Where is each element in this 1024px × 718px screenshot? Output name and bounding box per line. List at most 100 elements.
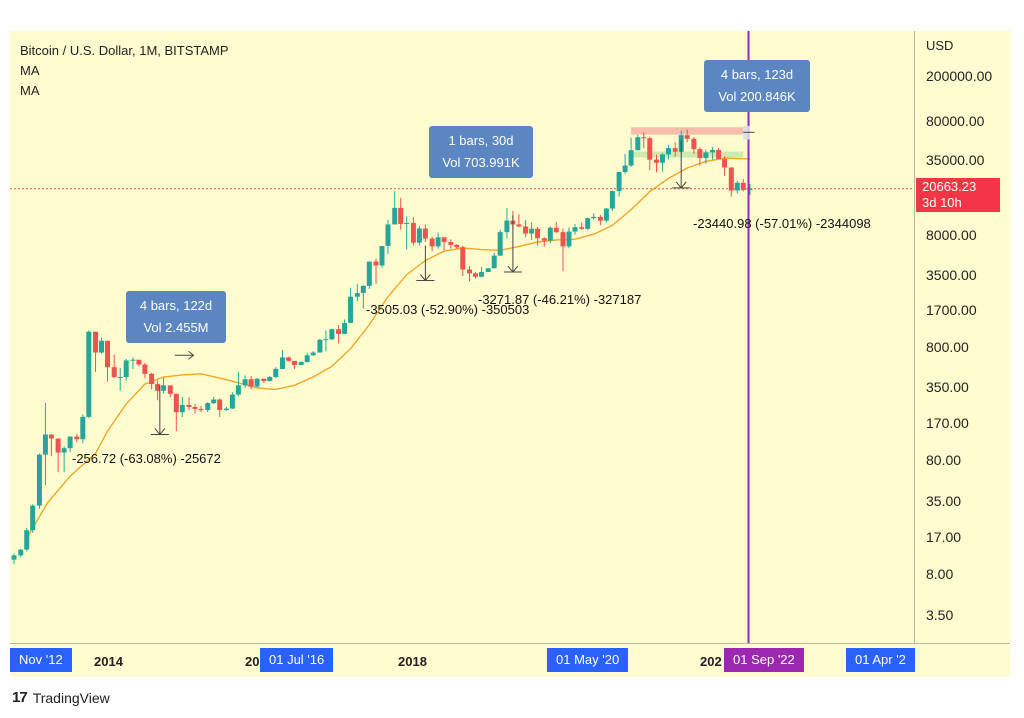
- candle-body-23: [155, 384, 161, 391]
- x-badge-nov-12: Nov '12: [10, 648, 72, 672]
- candle-body-58: [373, 261, 379, 266]
- candle-body-70: [448, 241, 454, 245]
- candle-body-116: [734, 182, 740, 191]
- candle-body-2: [24, 530, 30, 550]
- candle-body-41: [267, 377, 273, 382]
- candle-body-85: [541, 238, 547, 241]
- candle-body-79: [504, 220, 510, 233]
- candle-body-96: [609, 191, 615, 209]
- candle-body-104: [659, 154, 665, 163]
- last-price-value: 20663.23: [922, 179, 977, 194]
- candle-body-114: [722, 159, 728, 168]
- candle-body-55: [354, 293, 360, 297]
- candle-body-77: [491, 255, 497, 269]
- drawdown-label-1: -256.72 (-63.08%) -25672: [72, 451, 221, 466]
- candle-body-98: [622, 165, 628, 173]
- x-badge-may-20: 01 May '20: [547, 648, 629, 672]
- currency-label[interactable]: USD: [926, 38, 954, 53]
- y-tick-label-13: 3.50: [926, 607, 954, 623]
- candle-body-3: [30, 505, 36, 531]
- candle-body-65: [416, 228, 422, 243]
- candle-body-66: [422, 228, 428, 239]
- candle-body-4: [36, 454, 42, 506]
- candle-body-27: [179, 404, 185, 413]
- info-vol-1: Vol 2.455M: [143, 320, 209, 335]
- candle-body-24: [161, 385, 167, 391]
- y-tick-label-3: 8000.00: [926, 227, 977, 243]
- candle-body-22: [149, 373, 155, 385]
- candle-body-67: [429, 238, 435, 247]
- candle-body-48: [310, 352, 316, 356]
- x-tick-2016: 20: [245, 654, 260, 669]
- candle-body-101: [641, 137, 647, 139]
- measure-info-box-3: 4 bars, 123d Vol 200.846K: [704, 60, 810, 112]
- candle-body-26: [173, 393, 179, 413]
- candle-body-100: [635, 137, 641, 151]
- candle-body-93: [591, 216, 597, 219]
- candle-body-111: [703, 152, 709, 159]
- measure-info-box-1: 4 bars, 122d Vol 2.455M: [126, 291, 226, 343]
- candle-body-68: [435, 237, 441, 247]
- y-tick-label-1: 80000.00: [926, 113, 985, 129]
- candle-body-69: [441, 237, 447, 242]
- candle-body-39: [254, 378, 260, 387]
- info-bars-3: 4 bars, 123d: [720, 67, 794, 82]
- last-price-badge: 20663.23 3d 10h: [916, 178, 1000, 212]
- ma-indicator-label-1[interactable]: MA: [20, 63, 40, 78]
- moving-average-line: [26, 157, 751, 539]
- brand-logo[interactable]: 17 TradingView: [12, 689, 110, 706]
- candle-body-102: [647, 138, 653, 160]
- candle-body-13: [93, 331, 99, 353]
- drawdown-label-4: -23440.98 (-57.01%) -2344098: [693, 216, 871, 231]
- time-axis[interactable]: [10, 643, 1010, 677]
- y-tick-label-8: 170.00: [926, 415, 969, 431]
- y-tick-label-11: 17.00: [926, 529, 962, 545]
- candle-body-8: [61, 448, 67, 453]
- candle-body-97: [616, 172, 622, 192]
- candle-body-90: [572, 227, 578, 232]
- candle-body-6: [48, 434, 54, 439]
- x-badge-jul-16: 01 Jul '16: [260, 648, 334, 672]
- y-tick-label-12: 8.00: [926, 566, 954, 582]
- y-tick-label-4: 3500.00: [926, 267, 977, 283]
- candle-body-28: [186, 404, 192, 407]
- candle-body-56: [360, 285, 366, 294]
- candle-body-103: [654, 159, 660, 163]
- candle-body-18: [123, 360, 129, 378]
- candle-body-9: [67, 436, 73, 449]
- candle-body-35: [229, 394, 235, 409]
- candle-body-17: [117, 377, 123, 379]
- candle-body-60: [385, 224, 391, 246]
- candle-body-45: [291, 360, 297, 365]
- x-tick-2022: 202: [700, 654, 722, 669]
- candle-body-94: [597, 216, 603, 221]
- candle-body-1: [18, 549, 24, 556]
- candle-body-21: [142, 364, 148, 374]
- candle-body-36: [235, 385, 241, 395]
- price-axis[interactable]: [914, 31, 1011, 643]
- symbol-title[interactable]: Bitcoin / U.S. Dollar, 1M, BITSTAMP: [20, 43, 229, 58]
- candle-body-81: [516, 224, 522, 227]
- y-tick-label-7: 350.00: [926, 379, 969, 395]
- candle-body-87: [553, 227, 559, 233]
- drawdown-label-2: -3505.03 (-52.90%) -350503: [366, 302, 530, 317]
- candle-body-11: [80, 416, 86, 440]
- candle-body-105: [665, 148, 671, 155]
- candle-body-61: [392, 207, 398, 225]
- candle-body-10: [74, 436, 80, 440]
- candle-body-16: [111, 367, 117, 378]
- candle-body-113: [716, 149, 722, 160]
- drawdown-label-3: -3271.87 (-46.21%) -327187: [478, 292, 642, 307]
- x-tick-2018: 2018: [398, 654, 427, 669]
- candle-body-92: [585, 218, 591, 229]
- info-bars-1: 4 bars, 122d: [139, 298, 213, 313]
- candle-body-82: [523, 226, 529, 234]
- candle-body-5: [42, 434, 48, 455]
- ma-indicator-label-2[interactable]: MA: [20, 83, 40, 98]
- candle-body-33: [217, 399, 223, 411]
- candle-body-43: [280, 357, 286, 369]
- candle-body-25: [167, 385, 173, 394]
- y-tick-label-10: 35.00: [926, 493, 962, 509]
- y-tick-label-5: 1700.00: [926, 302, 977, 318]
